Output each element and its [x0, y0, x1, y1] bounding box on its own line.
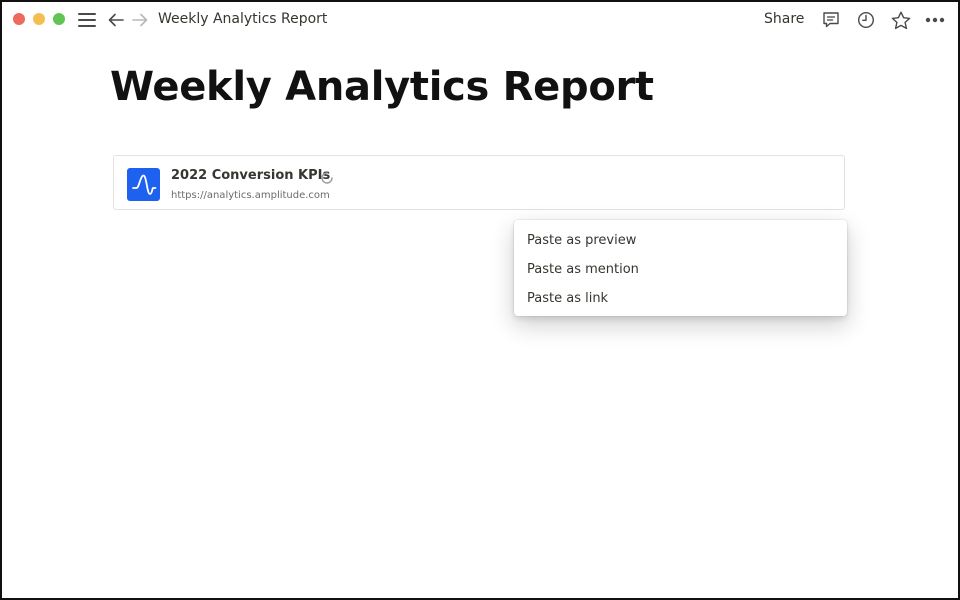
paste-as-preview-option[interactable]: Paste as preview	[527, 233, 637, 248]
comment-icon[interactable]	[820, 9, 842, 31]
bookmark-url: https://analytics.amplitude.com	[171, 190, 330, 201]
minimize-window-button[interactable]	[33, 13, 45, 25]
page-title[interactable]: Weekly Analytics Report	[110, 64, 654, 110]
zoom-window-button[interactable]	[53, 13, 65, 25]
bookmark-title: 2022 Conversion KPIs	[171, 168, 331, 183]
more-horizontal-icon[interactable]	[923, 9, 947, 31]
bookmark-block[interactable]: 2022 Conversion KPIs https://analytics.a…	[113, 155, 845, 210]
loading-spinner-icon	[321, 169, 333, 184]
breadcrumb-page-title[interactable]: Weekly Analytics Report	[158, 11, 328, 27]
arrow-right-icon[interactable]	[130, 10, 150, 30]
close-window-button[interactable]	[13, 13, 25, 25]
paste-as-mention-option[interactable]: Paste as mention	[527, 262, 639, 277]
hamburger-icon[interactable]	[76, 10, 98, 30]
paste-options-menu: Paste as preview Paste as mention Paste …	[514, 220, 847, 316]
top-bar: Weekly Analytics Report Share	[2, 2, 958, 38]
amplitude-logo-icon	[127, 168, 160, 201]
share-button[interactable]: Share	[764, 11, 805, 27]
arrow-left-icon[interactable]	[106, 10, 126, 30]
star-icon[interactable]	[890, 9, 912, 31]
clock-icon[interactable]	[855, 9, 877, 31]
paste-as-link-option[interactable]: Paste as link	[527, 291, 609, 306]
